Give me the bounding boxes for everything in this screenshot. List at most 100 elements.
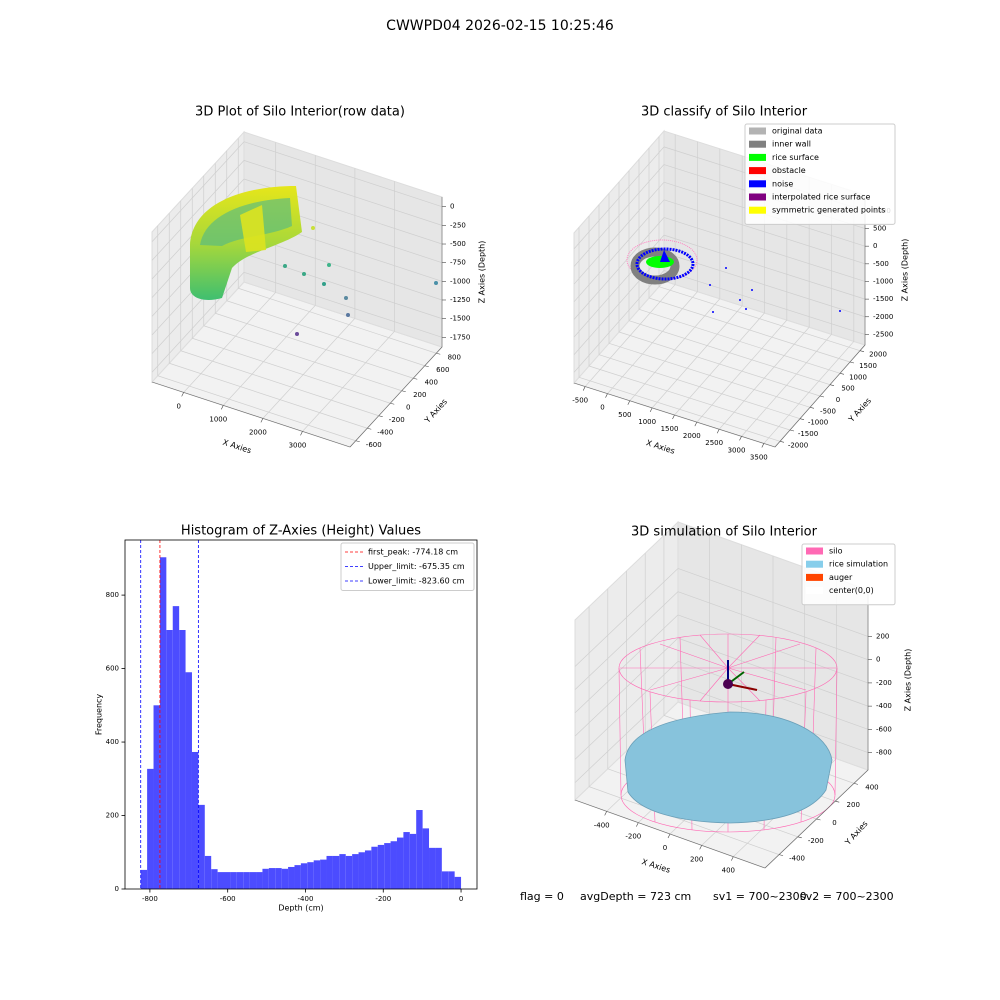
bar bbox=[313, 860, 321, 889]
z-tick-label: -200 bbox=[876, 679, 892, 687]
y-tick bbox=[799, 418, 805, 420]
legend-label: Lower_limit: -823.60 cm bbox=[368, 577, 465, 586]
y-tick bbox=[839, 373, 845, 375]
bar bbox=[403, 832, 410, 889]
grid-line bbox=[243, 253, 443, 319]
y-tick-label: 1500 bbox=[859, 362, 877, 370]
y-tick bbox=[401, 390, 406, 393]
bar bbox=[377, 844, 385, 889]
y-tick bbox=[853, 783, 859, 785]
z-tick-label: -1000 bbox=[873, 277, 893, 285]
y-tick-label: -200 bbox=[808, 837, 824, 845]
y-tick-label: 400 bbox=[106, 738, 119, 746]
bar bbox=[185, 672, 192, 889]
y-tick-label: -400 bbox=[377, 428, 393, 436]
bar bbox=[172, 606, 180, 889]
grid-line bbox=[588, 786, 780, 855]
x-axis-label: Depth (cm) bbox=[278, 904, 323, 913]
y-tick-label: 400 bbox=[425, 378, 438, 386]
axis-line bbox=[349, 346, 443, 448]
y-tick bbox=[424, 365, 429, 368]
axis-line bbox=[573, 382, 776, 448]
y-tick bbox=[829, 384, 835, 386]
bar bbox=[345, 855, 353, 889]
grid-line bbox=[574, 684, 679, 783]
grid-line bbox=[169, 362, 368, 429]
grid-line bbox=[151, 272, 245, 373]
x-tick bbox=[667, 833, 671, 839]
x-tick bbox=[649, 407, 653, 413]
grid-line bbox=[663, 199, 866, 265]
bar bbox=[441, 871, 449, 889]
x-tick-label: 3000 bbox=[289, 441, 307, 449]
raw-point bbox=[311, 226, 315, 230]
x-tick-label: 2000 bbox=[683, 432, 701, 440]
grid-line bbox=[203, 325, 402, 392]
noise-point bbox=[709, 284, 711, 286]
noise-point bbox=[739, 299, 741, 301]
x-tick-label: 1500 bbox=[661, 425, 679, 433]
legend-swatch bbox=[806, 560, 823, 568]
y-tick bbox=[778, 854, 784, 856]
chart-title: 3D classify of Silo Interior bbox=[641, 105, 808, 120]
grid-line bbox=[588, 365, 791, 431]
grid-line bbox=[238, 287, 437, 354]
x-axis-label: X Axies bbox=[222, 438, 253, 456]
z-tick-label: -1500 bbox=[450, 315, 470, 323]
bar bbox=[307, 862, 314, 889]
chart-title: 3D simulation of Silo Interior bbox=[631, 525, 818, 540]
bar bbox=[422, 828, 430, 889]
raw-point bbox=[346, 313, 350, 317]
axis-line bbox=[151, 381, 351, 448]
bar bbox=[230, 872, 237, 889]
z-tick-label: -750 bbox=[450, 259, 466, 267]
grid-line bbox=[151, 141, 245, 242]
grid-line bbox=[573, 164, 665, 267]
x-tick-label: 3000 bbox=[728, 446, 746, 454]
x-tick-label: 3500 bbox=[750, 453, 768, 461]
y-tick bbox=[809, 407, 815, 409]
bar bbox=[294, 865, 301, 889]
x-tick bbox=[627, 400, 631, 405]
bar bbox=[454, 876, 462, 889]
bar bbox=[147, 768, 154, 889]
axis-line bbox=[764, 769, 869, 869]
rice-simulation bbox=[624, 711, 833, 824]
legend-label: inner wall bbox=[772, 140, 811, 149]
grid-line bbox=[183, 292, 276, 393]
grid-line bbox=[648, 297, 851, 363]
x-tick bbox=[300, 431, 303, 436]
y-tick bbox=[859, 350, 865, 352]
y-tick-label: 800 bbox=[106, 591, 119, 599]
grid-line bbox=[573, 146, 665, 250]
y-tick-label: 800 bbox=[448, 353, 461, 361]
x-tick-label: 500 bbox=[618, 411, 631, 419]
x-axis-label: X Axies bbox=[641, 857, 672, 875]
z-tick-label: -500 bbox=[873, 260, 889, 268]
grid-line bbox=[677, 591, 869, 661]
x-tick-label: -800 bbox=[142, 895, 158, 903]
raw-cloud-patch bbox=[240, 205, 266, 252]
grid-line bbox=[243, 141, 443, 208]
classified-original bbox=[626, 239, 698, 281]
legend-swatch bbox=[806, 547, 823, 555]
z-tick-label: -250 bbox=[450, 221, 466, 229]
legend-label: center(0,0) bbox=[829, 586, 874, 595]
y-tick bbox=[816, 818, 821, 821]
y-tick bbox=[819, 395, 825, 398]
raw-point bbox=[327, 263, 331, 267]
y-tick-label: -200 bbox=[389, 416, 405, 424]
grid-line bbox=[262, 318, 356, 419]
y-tick-label: 0 bbox=[836, 396, 840, 404]
z-tick-label: -400 bbox=[876, 702, 892, 710]
z-tick-label: -1250 bbox=[450, 296, 470, 304]
x-tick-label: 0 bbox=[459, 895, 463, 903]
legend-label: obstacle bbox=[772, 166, 806, 175]
bar bbox=[204, 855, 212, 889]
x-tick bbox=[582, 386, 586, 391]
grid-line bbox=[226, 300, 425, 367]
bar bbox=[429, 847, 436, 889]
grid-line bbox=[302, 331, 395, 432]
plot-frame bbox=[124, 539, 478, 890]
